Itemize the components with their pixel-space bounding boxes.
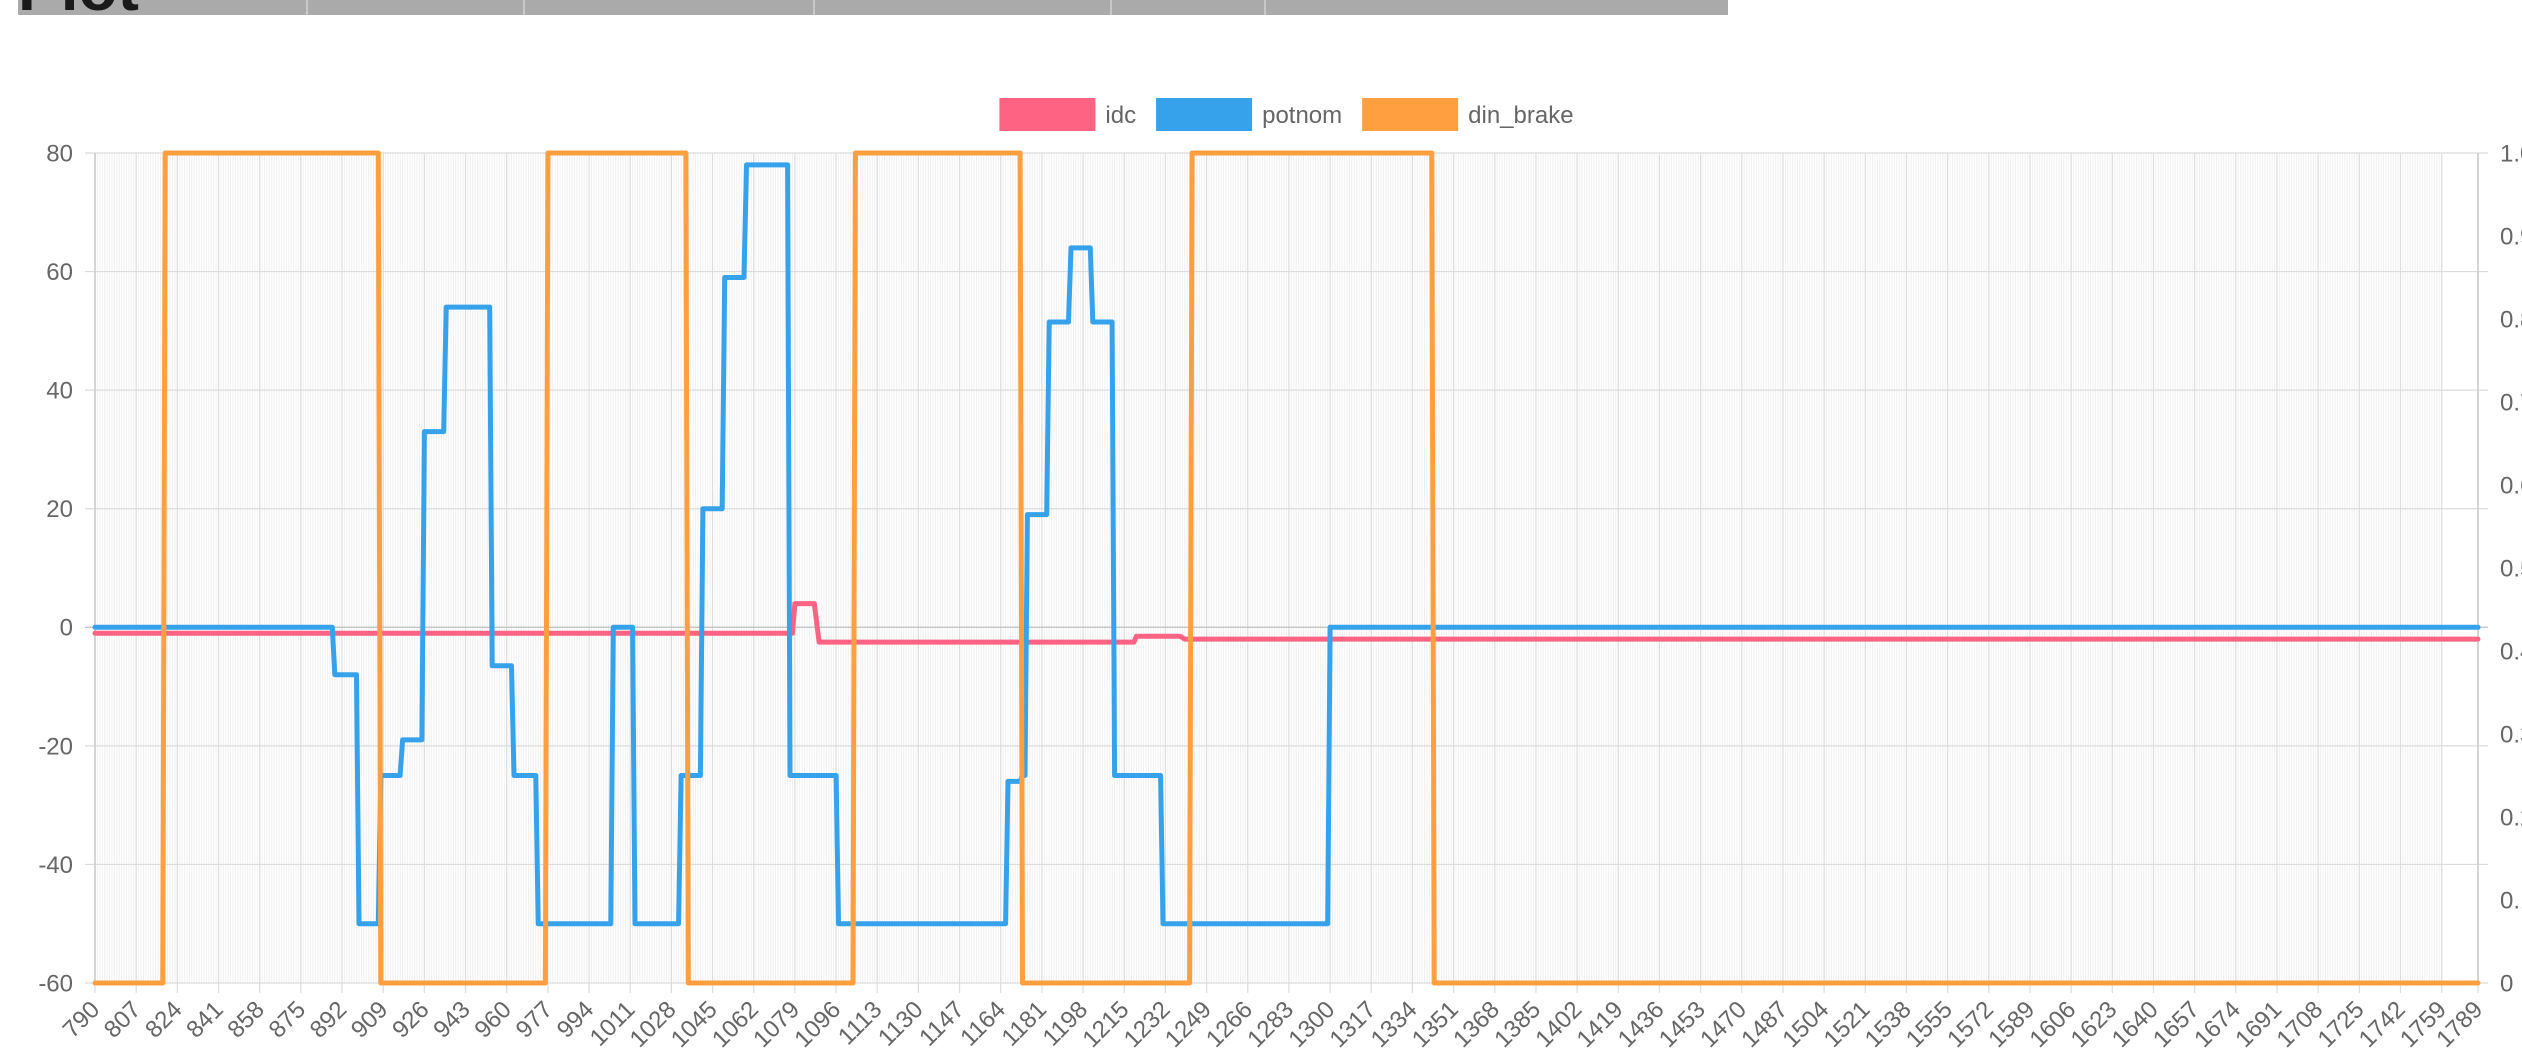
x-tick-label: 1283: [1242, 996, 1299, 1053]
y-left-tick-label: -20: [38, 733, 73, 760]
x-tick-label: 1674: [2189, 996, 2246, 1053]
x-tick-label: 1198: [1038, 996, 1094, 1052]
table-strip: [18, 0, 1728, 15]
x-tick-label: 1572: [1942, 996, 1999, 1053]
x-tick-label: 1181: [997, 996, 1053, 1052]
x-tick-label: 1028: [625, 996, 682, 1053]
legend-item-potnom[interactable]: potnom: [1156, 98, 1342, 131]
x-tick-label: 1453: [1654, 996, 1711, 1053]
x-tick-label: 1334: [1366, 996, 1423, 1053]
table-column-divider: [813, 0, 815, 15]
x-tick-label: 926: [387, 996, 434, 1043]
legend-item-din_brake[interactable]: din_brake: [1362, 98, 1574, 131]
x-tick-label: 1096: [789, 996, 846, 1053]
table-column-divider: [306, 0, 308, 15]
x-tick-label: 1470: [1695, 996, 1752, 1053]
y-left-tick-label: -60: [38, 970, 73, 997]
x-tick-label: 1402: [1530, 996, 1587, 1053]
legend-item-idc[interactable]: idc: [999, 98, 1136, 131]
x-tick-label: 1487: [1736, 996, 1793, 1053]
x-tick-label: 1113: [833, 996, 887, 1050]
x-tick-label: 1725: [2313, 996, 2370, 1053]
y-right-tick-label: 0.3: [2500, 721, 2522, 748]
x-tick-label: 824: [140, 996, 187, 1043]
x-tick-label: 807: [99, 996, 146, 1043]
x-tick-label: 1164: [955, 996, 1011, 1052]
legend-swatch-idc: [999, 98, 1096, 131]
x-tick-label: 1419: [1572, 996, 1629, 1053]
y-left-tick-label: 80: [46, 140, 73, 167]
x-tick-label: 790: [58, 996, 105, 1043]
x-tick-label: 1708: [2272, 996, 2329, 1053]
table-column-divider: [1264, 0, 1266, 15]
y-right-tick-label: 1.0: [2500, 140, 2522, 167]
x-tick-label: 1300: [1283, 996, 1340, 1053]
y-right-tick-label: 0.9: [2500, 223, 2522, 250]
x-tick-label: 1011: [585, 996, 641, 1052]
y-right-tick-label: 0.5: [2500, 555, 2522, 582]
x-tick-label: 892: [305, 996, 352, 1043]
legend-label-din_brake: din_brake: [1468, 102, 1573, 129]
x-tick-label: 1623: [2066, 996, 2123, 1053]
y-right-tick-label: 0.1: [2500, 887, 2522, 914]
y-right-tick-label: 0.2: [2500, 804, 2522, 831]
y-left-tick-label: 20: [46, 496, 73, 523]
x-tick-label: 1317: [1325, 996, 1382, 1053]
x-tick-label: 1215: [1078, 996, 1135, 1053]
x-tick-label: 1640: [2107, 996, 2164, 1053]
x-tick-label: 1266: [1201, 996, 1258, 1053]
x-tick-label: 1232: [1119, 996, 1176, 1053]
y-right-tick-label: 0.4: [2500, 638, 2522, 665]
x-tick-label: 1538: [1860, 996, 1917, 1053]
x-tick-label: 841: [181, 996, 228, 1043]
x-tick-label: 1351: [1407, 996, 1464, 1053]
y-left-tick-label: -40: [38, 852, 73, 879]
chart-axes: 7908078248418588758929099269439609779941…: [38, 140, 2522, 1053]
x-tick-label: 1504: [1777, 996, 1834, 1053]
x-tick-label: 1436: [1613, 996, 1670, 1053]
x-tick-label: 977: [511, 996, 558, 1043]
x-tick-label: 1521: [1819, 996, 1876, 1053]
legend-label-potnom: potnom: [1262, 102, 1342, 129]
legend-swatch-din_brake: [1362, 98, 1459, 131]
table-column-divider: [1110, 0, 1112, 15]
x-tick-label: 875: [264, 996, 311, 1043]
x-tick-label: 1249: [1160, 996, 1217, 1053]
x-tick-label: 1079: [748, 996, 805, 1053]
x-tick-label: 1606: [2024, 996, 2081, 1053]
legend-swatch-potnom: [1156, 98, 1253, 131]
y-left-tick-label: 60: [46, 259, 73, 286]
x-tick-label: 1147: [914, 996, 970, 1052]
series-line-potnom: [92, 162, 2481, 927]
y-right-tick-label: 0.8: [2500, 306, 2522, 333]
x-tick-label: 909: [346, 996, 393, 1043]
page-heading: Plot: [18, 0, 139, 20]
x-tick-label: 960: [469, 996, 516, 1043]
x-tick-label: 1589: [1983, 996, 2040, 1053]
x-tick-label: 1385: [1489, 996, 1546, 1053]
x-tick-label: 1130: [873, 996, 929, 1052]
y-right-tick-label: 0.6: [2500, 472, 2522, 499]
chart-series: [92, 150, 2481, 986]
x-tick-label: 1062: [707, 996, 764, 1053]
y-left-tick-label: 0: [60, 615, 73, 642]
y-right-tick-label: 0.7: [2500, 389, 2522, 416]
legend-label-idc: idc: [1105, 102, 1136, 129]
series-line-idc: [92, 601, 2481, 645]
y-left-tick-label: 40: [46, 378, 73, 405]
x-tick-label: 1742: [2354, 996, 2411, 1053]
x-tick-label: 1045: [666, 996, 723, 1053]
x-tick-label: 1368: [1448, 996, 1505, 1053]
x-tick-label: 858: [222, 996, 269, 1043]
x-tick-label: 1555: [1901, 996, 1958, 1053]
x-tick-label: 943: [428, 996, 475, 1043]
table-column-divider: [523, 0, 525, 15]
series-line-din_brake: [92, 150, 2481, 986]
y-right-tick-label: 0: [2500, 970, 2513, 997]
x-tick-label: 1657: [2148, 996, 2205, 1053]
x-tick-label: 1691: [2230, 996, 2287, 1053]
chart-legend[interactable]: idc potnom din_brake: [999, 98, 1574, 131]
chart-grid: [85, 152, 2488, 993]
